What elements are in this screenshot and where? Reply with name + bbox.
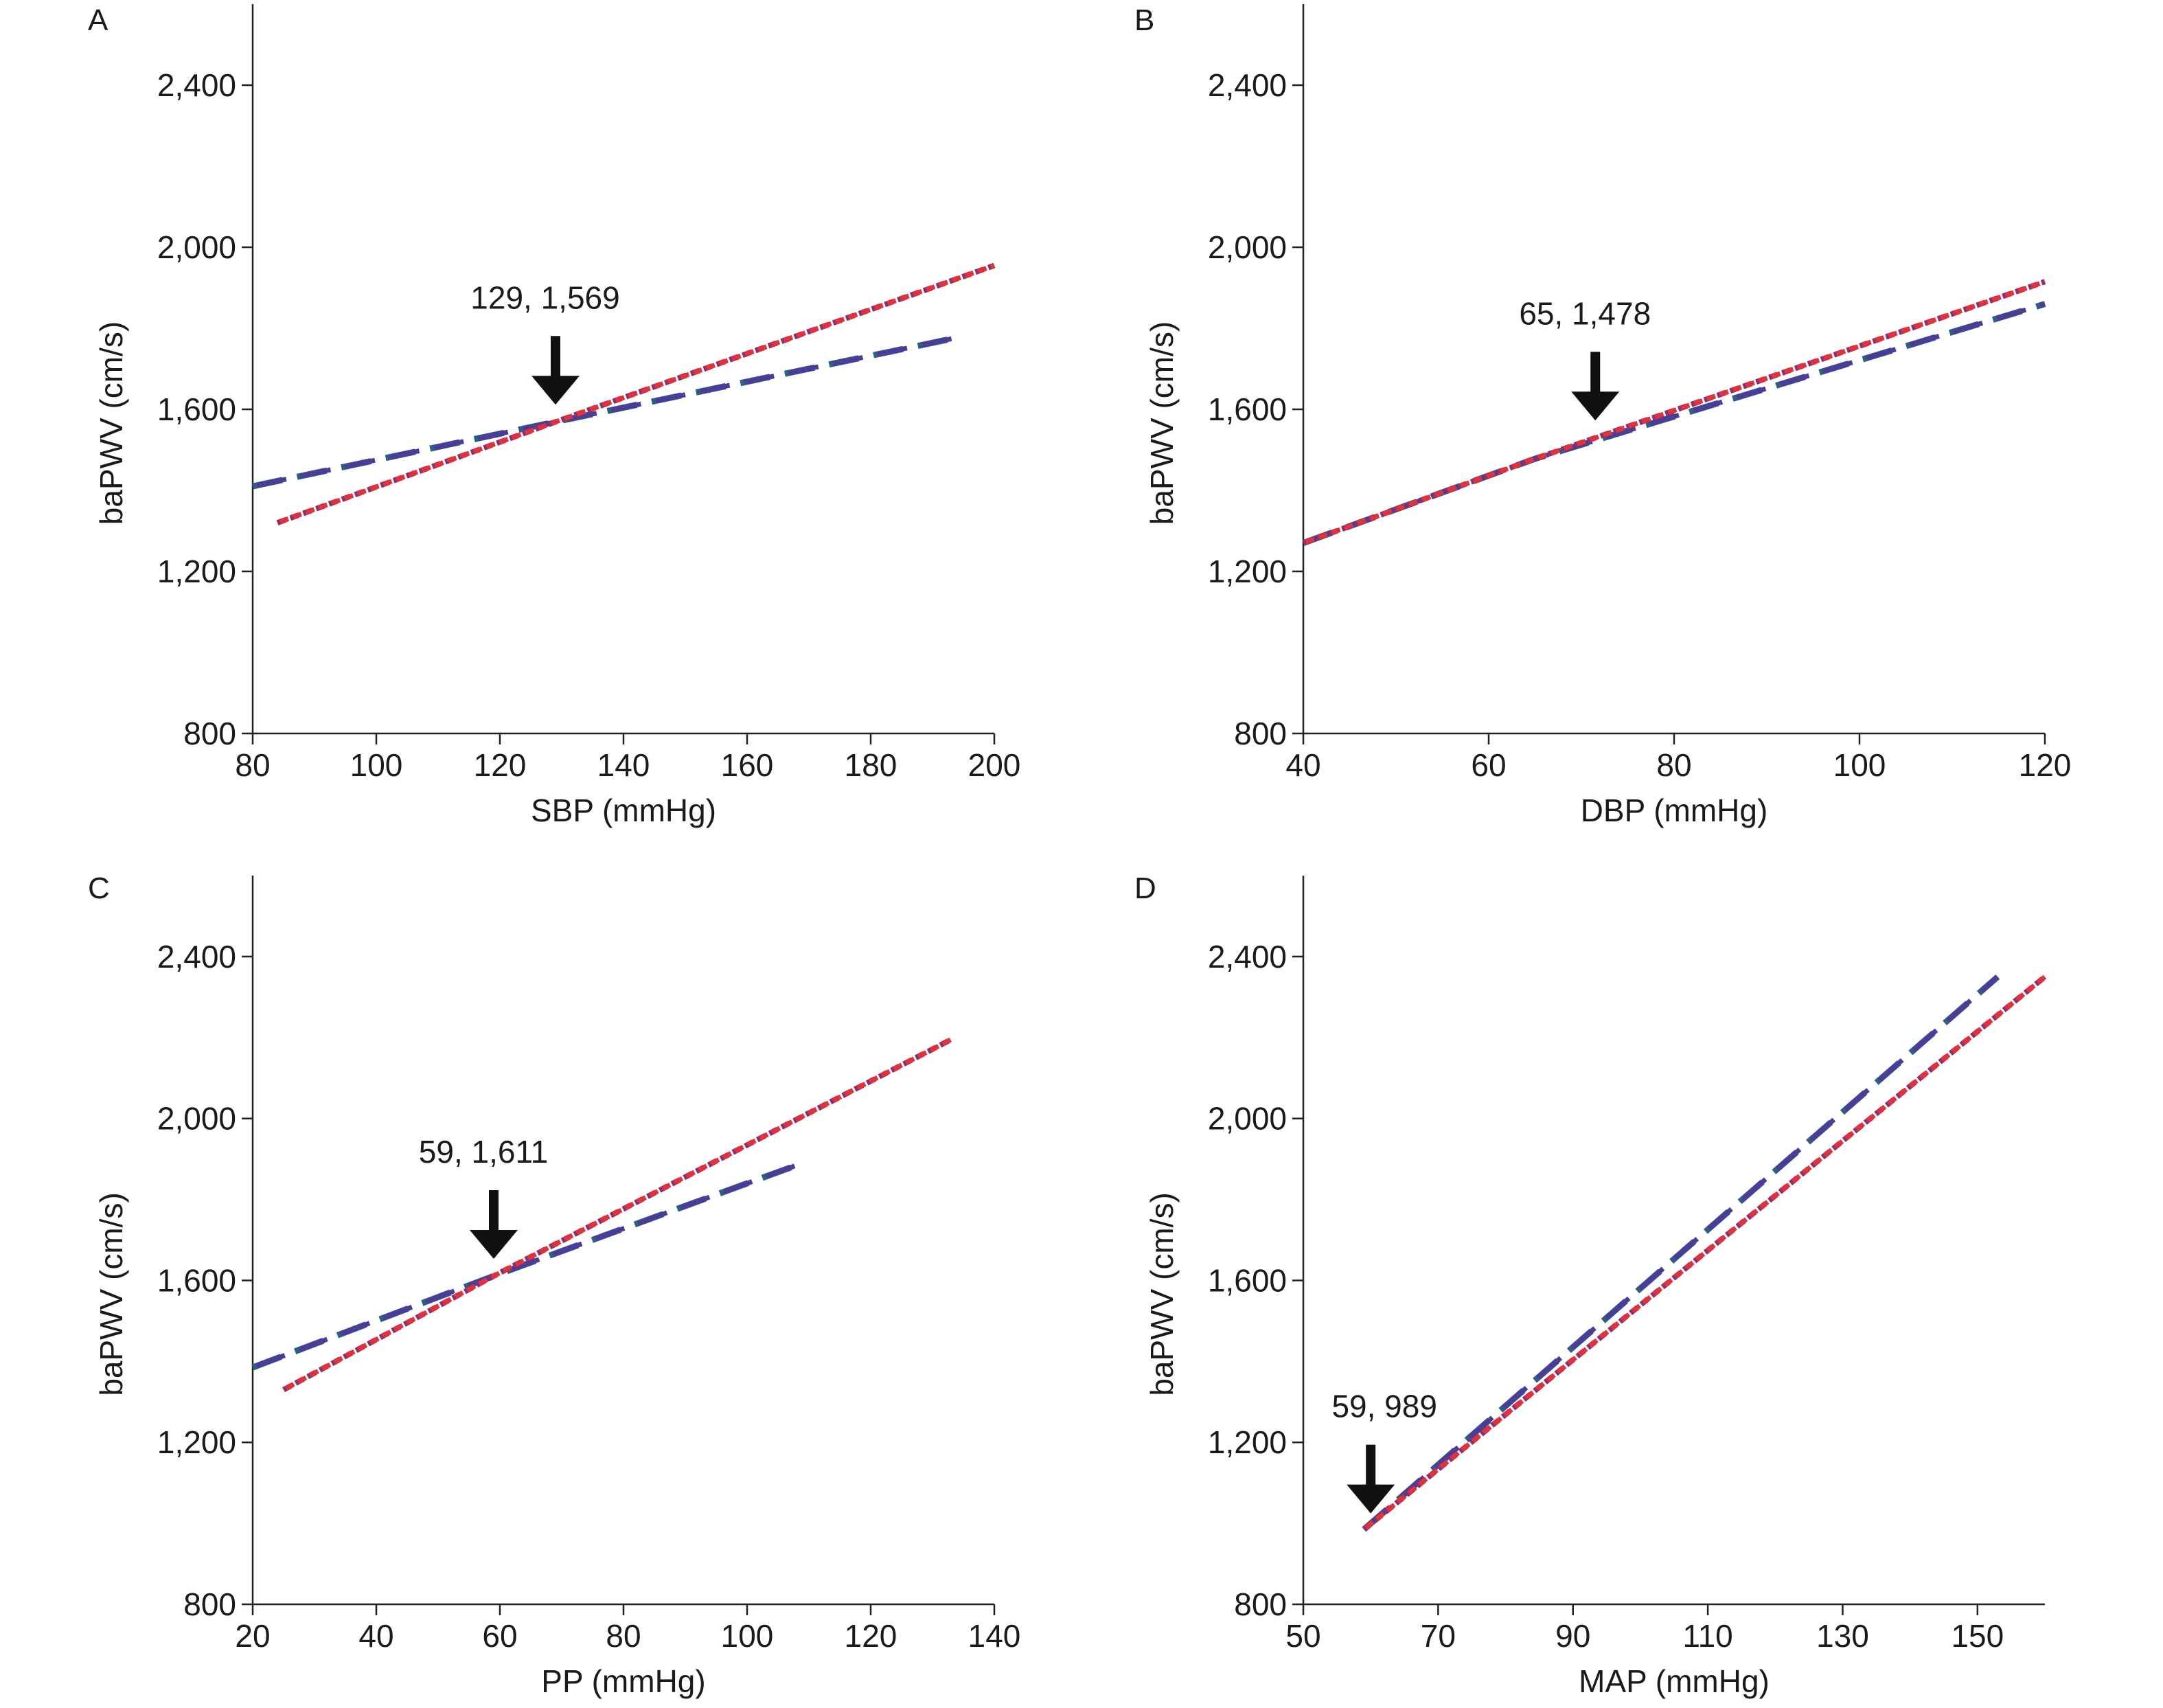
y-axis-title-a: baPWV (cm/s) xyxy=(93,321,129,525)
x-axis-title-d: MAP (mmHg) xyxy=(1579,1663,1770,1699)
y-axis-title-d: baPWV (cm/s) xyxy=(1144,1192,1180,1396)
series-long-dash-overlay-d xyxy=(1362,975,2000,1531)
x-tick-label-a: 200 xyxy=(968,747,1021,783)
x-tick-label-d: 90 xyxy=(1555,1618,1590,1654)
x-tick-label-a: 160 xyxy=(721,747,774,783)
annotation-label-d: 59, 989 xyxy=(1331,1389,1437,1424)
y-tick-label-c: 1,600 xyxy=(157,1262,236,1298)
annotation-arrow-c xyxy=(470,1189,518,1259)
y-axis-title-c: baPWV (cm/s) xyxy=(93,1192,129,1396)
annotation-label-a: 129, 1,569 xyxy=(470,280,619,315)
x-tick-label-c: 140 xyxy=(968,1618,1021,1654)
x-tick-label-c: 60 xyxy=(482,1618,517,1654)
x-tick-label-a: 140 xyxy=(597,747,650,783)
x-tick-label-a: 100 xyxy=(350,747,403,783)
annotation-arrow-b xyxy=(1571,352,1620,421)
y-tick-label-d: 2,000 xyxy=(1208,1101,1287,1137)
panel-letter-c: C xyxy=(88,872,110,905)
x-tick-label-d: 50 xyxy=(1285,1618,1320,1654)
series-long-dash-overlay-a xyxy=(252,335,958,489)
panel-d: D 800 1,200 1,600 2,000 2,400 50 70 90 110 130 150 M… xyxy=(1134,872,2047,1699)
x-tick-label-d: 130 xyxy=(1816,1618,1869,1654)
y-tick-label-a: 2,000 xyxy=(157,229,236,265)
y-tick-label-a: 1,200 xyxy=(157,554,236,589)
annotation-label-b: 65, 1,478 xyxy=(1519,295,1651,331)
y-tick-label-c: 2,400 xyxy=(157,939,236,975)
annotation-label-c: 59, 1,611 xyxy=(419,1134,548,1170)
y-tick-label-d: 1,200 xyxy=(1208,1424,1287,1460)
y-tick-label-d: 800 xyxy=(1234,1586,1287,1622)
x-axis-title-c: PP (mmHg) xyxy=(541,1663,705,1699)
y-tick-label-b: 2,400 xyxy=(1208,67,1287,103)
x-tick-label-a: 120 xyxy=(474,747,527,783)
panel-letter-b: B xyxy=(1134,3,1154,37)
series-short-dash-d xyxy=(1362,975,2047,1531)
x-tick-label-b: 100 xyxy=(1833,747,1886,783)
series-short-dash-c xyxy=(282,1037,952,1392)
annotation-arrow-d xyxy=(1347,1444,1395,1514)
series-short-dash-shadow-b xyxy=(1302,279,2046,546)
y-tick-label-a: 1,600 xyxy=(157,391,236,427)
x-tick-label-c: 80 xyxy=(606,1618,641,1654)
panel-a: A 800 1,200 1,600 2,000 2,400 80 100 120 140 160 18… xyxy=(88,3,1020,828)
x-tick-label-c: 20 xyxy=(235,1618,270,1654)
y-tick-label-b: 1,200 xyxy=(1208,554,1287,589)
y-axis-title-b: baPWV (cm/s) xyxy=(1144,321,1180,525)
y-tick-label-c: 800 xyxy=(183,1586,236,1622)
y-tick-label-b: 2,000 xyxy=(1208,229,1287,265)
y-tick-label-c: 1,200 xyxy=(157,1424,236,1460)
panel-b: B 800 1,200 1,600 2,000 2,400 40 60 80 100 120 DBP … xyxy=(1134,3,2071,828)
x-axis-title-b: DBP (mmHg) xyxy=(1581,793,1768,828)
x-tick-label-b: 80 xyxy=(1656,747,1691,783)
x-tick-label-d: 70 xyxy=(1421,1618,1456,1654)
y-tick-label-d: 2,400 xyxy=(1208,939,1287,975)
series-short-dash-b xyxy=(1302,279,2046,545)
x-tick-label-b: 60 xyxy=(1471,747,1506,783)
x-axis-title-a: SBP (mmHg) xyxy=(531,793,716,828)
x-tick-label-d: 150 xyxy=(1951,1618,2004,1654)
x-tick-label-d: 110 xyxy=(1682,1618,1732,1654)
x-tick-label-a: 180 xyxy=(845,747,897,783)
annotation-arrow-a xyxy=(531,336,580,405)
y-tick-label-b: 1,600 xyxy=(1208,391,1287,427)
x-tick-label-b: 40 xyxy=(1285,747,1320,783)
panel-c: C 800 1,200 1,600 2,000 2,400 20 40 60 80 100 120 14… xyxy=(88,872,1020,1699)
panel-letter-a: A xyxy=(88,3,108,37)
x-tick-label-b: 120 xyxy=(2019,747,2072,783)
x-tick-label-c: 120 xyxy=(845,1618,897,1654)
series-short-dash-a xyxy=(276,263,996,525)
y-tick-label-a: 2,400 xyxy=(157,67,236,103)
y-tick-label-a: 800 xyxy=(183,716,236,751)
x-tick-label-c: 100 xyxy=(721,1618,774,1654)
panel-letter-d: D xyxy=(1134,872,1156,905)
x-tick-label-a: 80 xyxy=(235,747,270,783)
y-tick-label-d: 1,600 xyxy=(1208,1262,1287,1298)
y-tick-label-b: 800 xyxy=(1234,716,1287,751)
y-tick-label-c: 2,000 xyxy=(157,1101,236,1137)
series-long-dash-overlay-b xyxy=(1302,301,2046,545)
x-tick-label-c: 40 xyxy=(358,1618,393,1654)
